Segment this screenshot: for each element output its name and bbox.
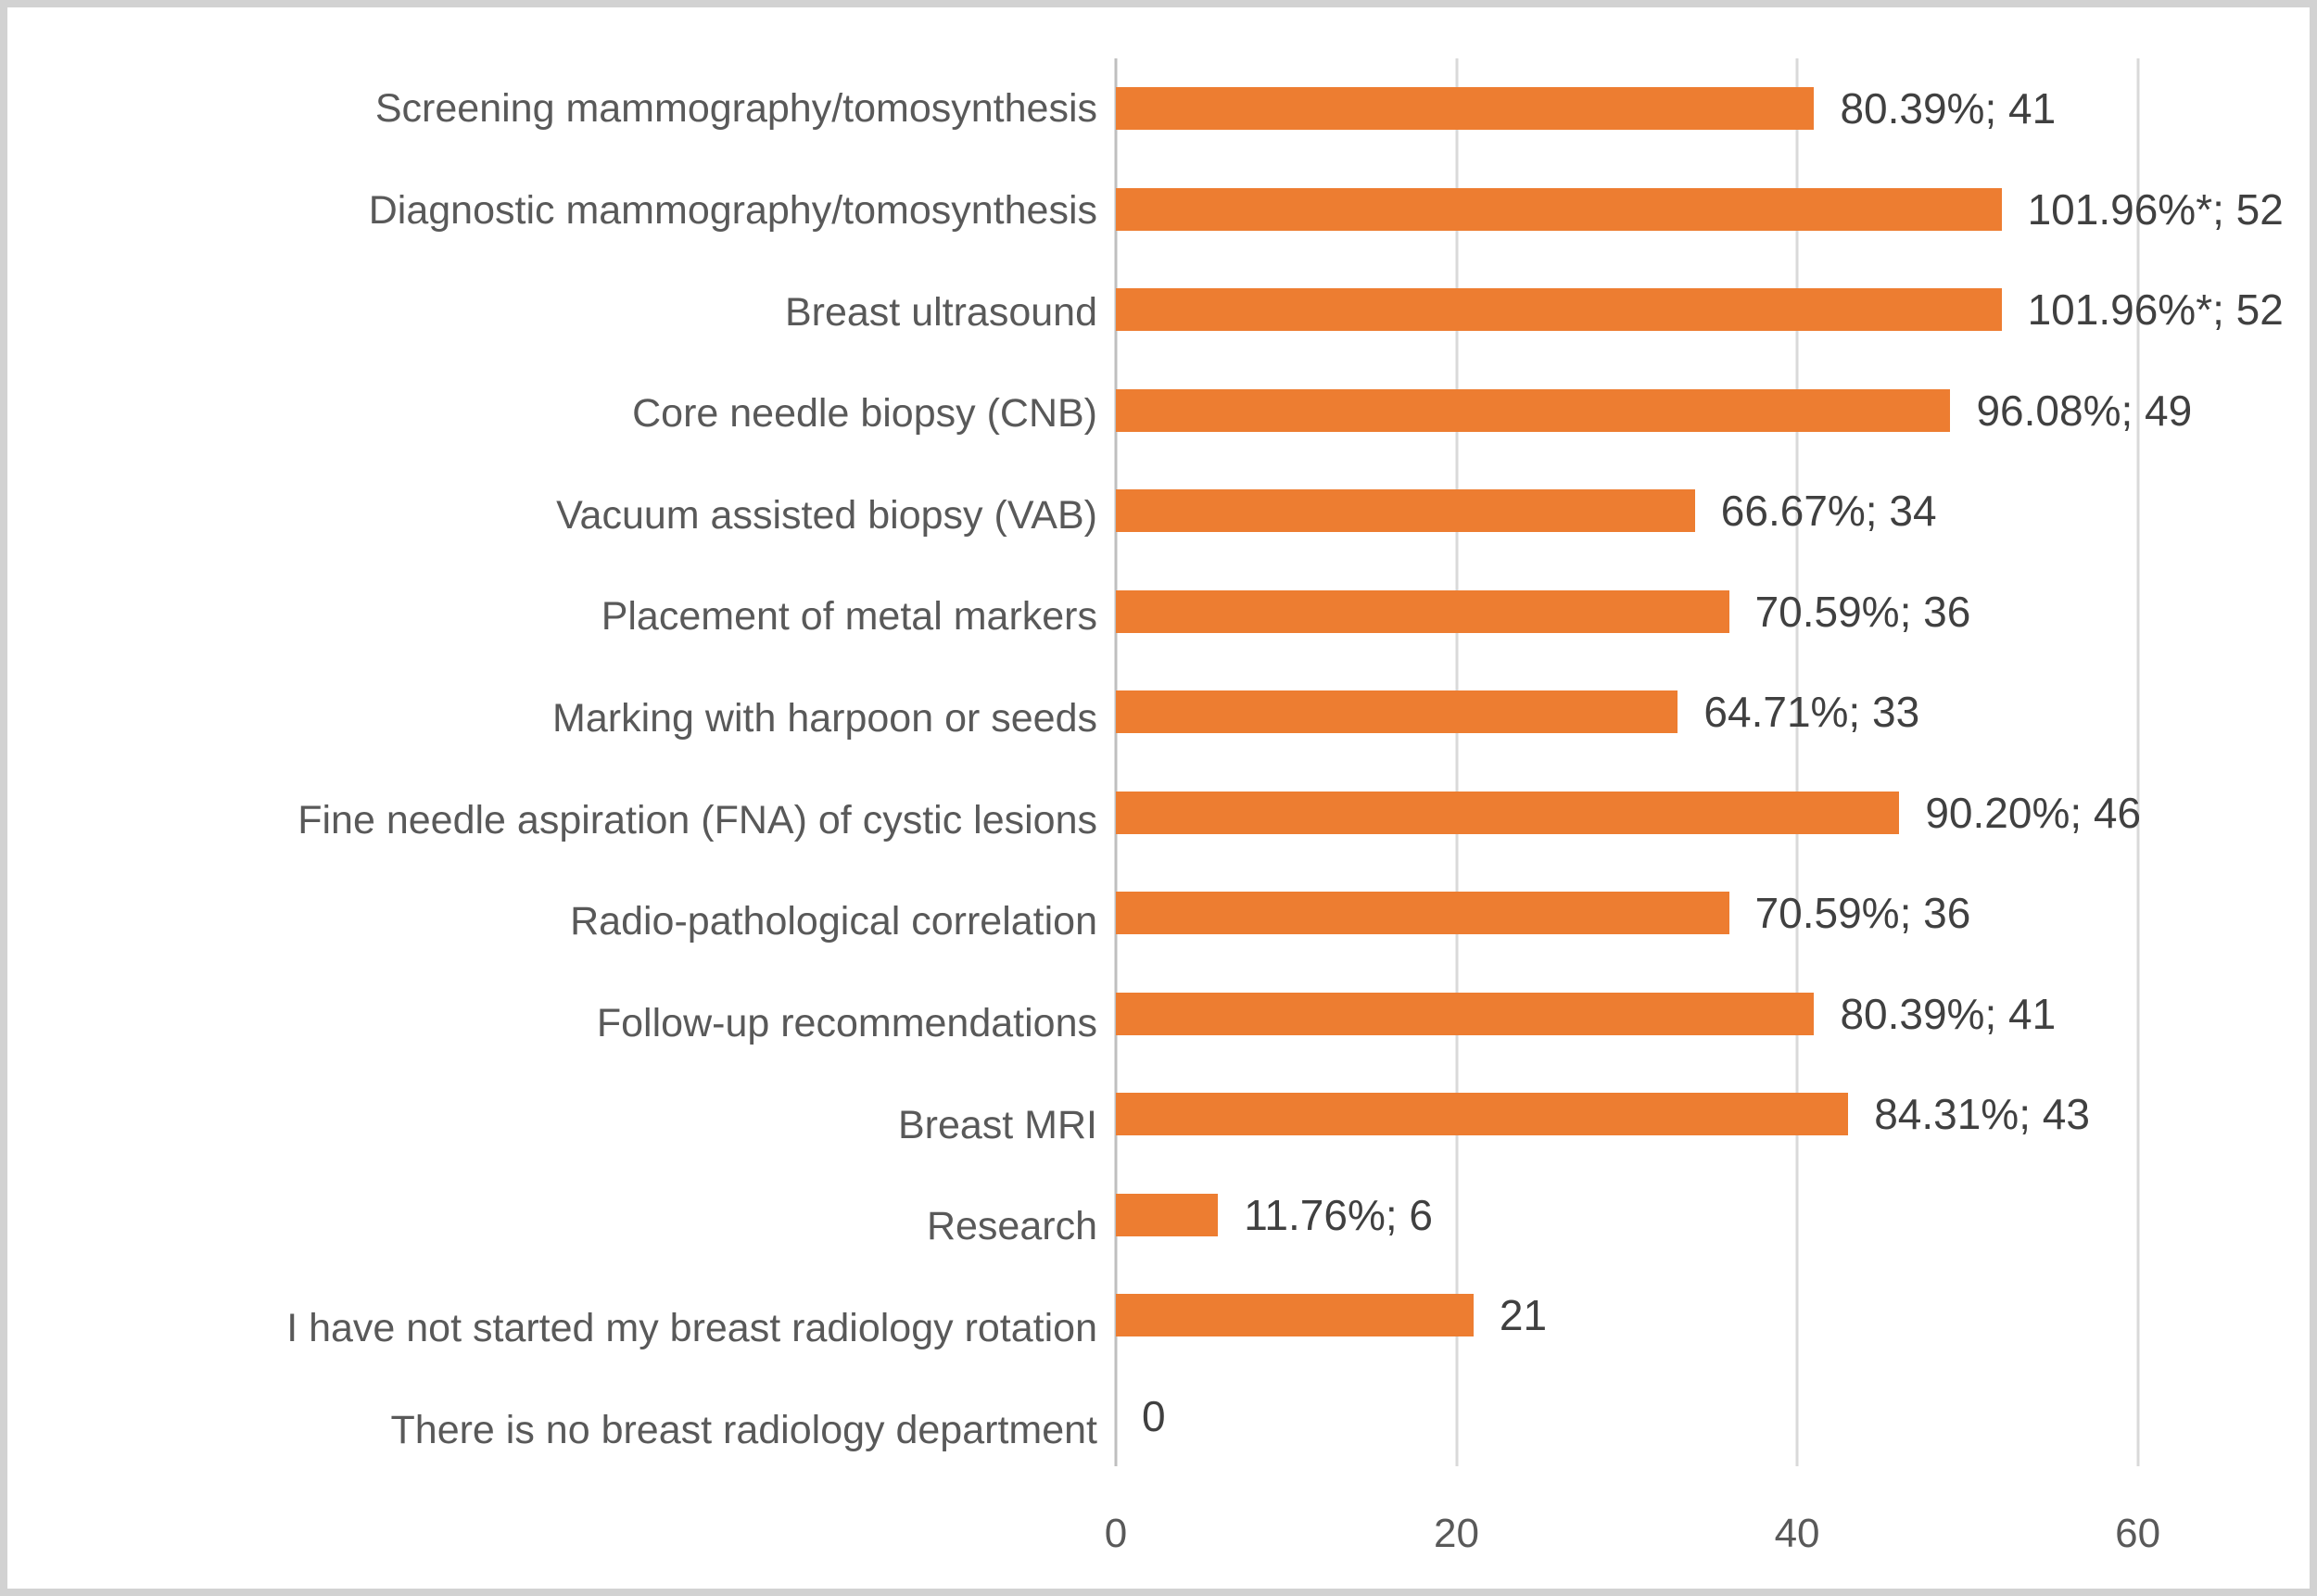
value-label: 84.31%; 43 [1874, 1090, 2090, 1139]
gridline-40 [1795, 58, 1799, 1466]
bar-row: 80.39%; 41 [1116, 964, 2291, 1065]
category-axis: Screening mammography/tomosynthesis Diagn… [7, 58, 1097, 1481]
bar [1116, 1093, 1849, 1136]
value-label: 80.39%; 41 [1840, 989, 2057, 1038]
value-label: 66.67%; 34 [1720, 487, 1937, 536]
bar [1116, 690, 1678, 734]
category-label: Breast MRI [897, 1102, 1097, 1147]
category-label: There is no breast radiology department [390, 1407, 1097, 1452]
x-axis: 0 20 40 60 [1105, 1511, 2291, 1578]
bar [1116, 1193, 1219, 1236]
x-tick-label: 40 [1774, 1511, 1820, 1556]
value-label: 64.71%; 33 [1703, 688, 1920, 737]
bar-row: 80.39%; 41 [1116, 58, 2291, 159]
bar-row: 96.08%; 49 [1116, 361, 2291, 462]
bar [1116, 1294, 1474, 1337]
value-label: 11.76%; 6 [1244, 1190, 1433, 1239]
bar-row: 66.67%; 34 [1116, 461, 2291, 562]
bar-series: 80.39%; 41 101.96%*; 52 101.96%*; 52 96.08%… [1116, 58, 2291, 1466]
bar-row: 84.31%; 43 [1116, 1064, 2291, 1165]
category-label: Vacuum assisted biopsy (VAB) [556, 492, 1097, 538]
bar [1116, 589, 1729, 633]
category-label: Fine needle aspiration (FNA) of cystic l… [298, 797, 1097, 842]
category-label: Research [926, 1204, 1097, 1249]
bar-row: 70.59%; 36 [1116, 562, 2291, 663]
bar-row: 64.71%; 33 [1116, 662, 2291, 763]
value-label: 0 [1142, 1391, 1166, 1440]
x-tick-label: 0 [1104, 1511, 1128, 1556]
category-label: Core needle biopsy (CNB) [632, 391, 1097, 437]
category-label: Screening mammography/tomosynthesis [374, 86, 1097, 132]
category-label: Placement of metal markers [601, 594, 1097, 640]
bar-row: 11.76%; 6 [1116, 1165, 2291, 1266]
bar [1116, 187, 2002, 231]
x-tick-label: 20 [1434, 1511, 1480, 1556]
bar-row: 70.59%; 36 [1116, 863, 2291, 964]
bar-row: 101.96%*; 52 [1116, 159, 2291, 260]
category-label: Breast ultrasound [784, 289, 1097, 335]
bar [1116, 791, 1900, 834]
bar [1116, 288, 2002, 332]
value-label: 80.39%; 41 [1840, 84, 2057, 133]
bar-row: 0 [1116, 1366, 2291, 1467]
bar [1116, 489, 1695, 533]
bar-row: 101.96%*; 52 [1116, 260, 2291, 361]
category-label: Marking with harpoon or seeds [552, 696, 1097, 741]
value-label: 90.20%; 46 [1925, 788, 2142, 837]
bar-row: 90.20%; 46 [1116, 763, 2291, 864]
bar [1116, 892, 1729, 935]
value-label: 101.96%*; 52 [2027, 285, 2284, 335]
value-label: 70.59%; 36 [1754, 889, 1971, 938]
category-label: Follow-up recommendations [596, 1001, 1097, 1046]
y-axis-line [1114, 58, 1118, 1466]
gridline-60 [2136, 58, 2140, 1466]
plot-area: 80.39%; 41 101.96%*; 52 101.96%*; 52 96.08%… [1114, 58, 2291, 1466]
category-label: Diagnostic mammography/tomosynthesis [368, 187, 1097, 233]
value-label: 101.96%*; 52 [2027, 184, 2284, 234]
value-label: 21 [1499, 1291, 1548, 1340]
category-label: I have not started my breast radiology r… [286, 1305, 1097, 1350]
gridline-20 [1455, 58, 1459, 1466]
bar [1116, 388, 1951, 432]
bar-row: 21 [1116, 1265, 2291, 1366]
value-label: 70.59%; 36 [1754, 587, 1971, 636]
value-label: 96.08%; 49 [1976, 386, 2193, 435]
bar [1116, 87, 1815, 131]
category-label: Radio-pathological correlation [570, 899, 1097, 944]
bar [1116, 992, 1815, 1035]
x-tick-label: 60 [2115, 1511, 2161, 1556]
